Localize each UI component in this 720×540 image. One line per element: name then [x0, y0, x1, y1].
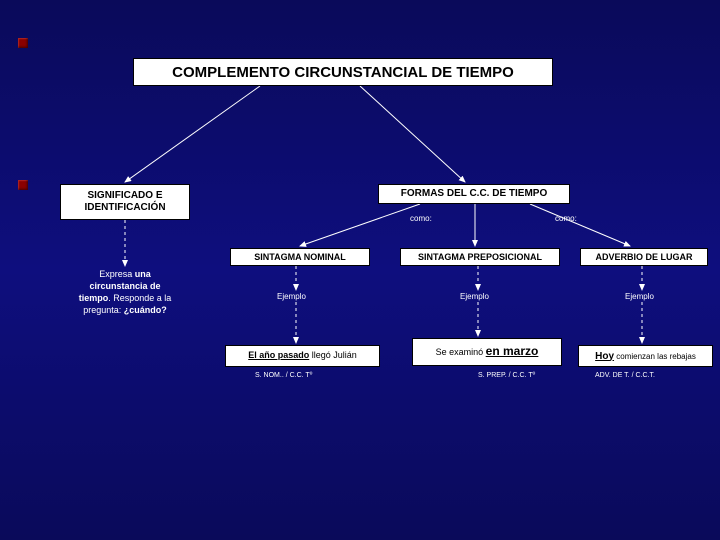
cat1-text: SINTAGMA NOMINAL [254, 252, 346, 262]
desc-l3b: . Responde a la [108, 293, 171, 303]
sig-l1: SIGNIFICADO E [87, 190, 162, 201]
ex1-content: El año pasado llegó Julián [248, 350, 357, 362]
como-label-1: como: [410, 214, 432, 223]
ex2-pre: Se examinó [436, 347, 486, 357]
category-adverbio: ADVERBIO DE LUGAR [580, 248, 708, 266]
category-sintagma-preposicional: SINTAGMA PREPOSICIONAL [400, 248, 560, 266]
title-box: COMPLEMENTO CIRCUNSTANCIAL DE TIEMPO [133, 58, 553, 86]
ejemplo-label-3: Ejemplo [625, 292, 654, 301]
ex3-u: Hoy [595, 351, 614, 362]
sig-l2: IDENTIFICACIÓN [84, 202, 165, 213]
ex3-rest: comienzan las rebajas [614, 352, 696, 361]
como-label-2: como: [555, 214, 577, 223]
desc-pre: Expresa [99, 269, 135, 279]
ex3-content: Hoy comienzan las rebajas [595, 350, 696, 363]
caption-1: S. NOM.. / C.C. Tº [255, 372, 312, 379]
ejemplo-label-2: Ejemplo [460, 292, 489, 301]
desc-l4: pregunta: [83, 305, 124, 315]
formas-text: FORMAS DEL C.C. DE TIEMPO [401, 188, 548, 200]
example-2: Se examinó en marzo [412, 338, 562, 366]
caption-2: S. PREP. / C.C. Tº [478, 372, 535, 379]
ejemplo-label-1: Ejemplo [277, 292, 306, 301]
desc-b1: una [135, 269, 151, 279]
desc-b4: ¿cuándo? [124, 305, 167, 315]
ex2-u: en marzo [486, 344, 539, 358]
significado-box: SIGNIFICADO E IDENTIFICACIÓN [60, 184, 190, 220]
description: Expresa una circunstancia de tiempo. Res… [55, 268, 195, 317]
desc-l2: circunstancia de [89, 281, 160, 291]
bullet-1 [18, 38, 28, 48]
example-1: El año pasado llegó Julián [225, 345, 380, 367]
significado-text: SIGNIFICADO E IDENTIFICACIÓN [84, 190, 165, 214]
category-sintagma-nominal: SINTAGMA NOMINAL [230, 248, 370, 266]
ex2-content: Se examinó en marzo [436, 344, 539, 360]
caption-3: ADV. DE T. / C.C.T. [595, 372, 655, 379]
cat2-text: SINTAGMA PREPOSICIONAL [418, 252, 542, 262]
cat3-text: ADVERBIO DE LUGAR [595, 252, 692, 262]
example-3: Hoy comienzan las rebajas [578, 345, 713, 367]
ex1-u: El año pasado [248, 350, 309, 360]
title-text: COMPLEMENTO CIRCUNSTANCIAL DE TIEMPO [172, 64, 514, 81]
bullet-2 [18, 180, 28, 190]
desc-l3a: tiempo [79, 293, 109, 303]
ex1-rest: llegó Julián [309, 350, 357, 360]
formas-box: FORMAS DEL C.C. DE TIEMPO [378, 184, 570, 204]
